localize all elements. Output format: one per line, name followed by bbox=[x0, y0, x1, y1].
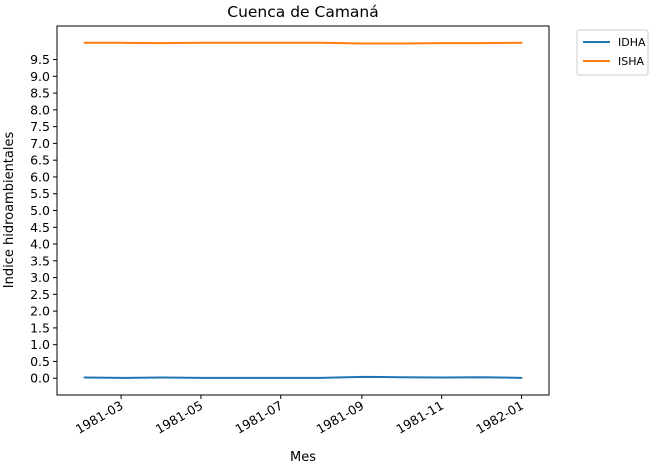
y-tick-label: 5.0 bbox=[30, 203, 50, 218]
tick-layer: 0.0 0.5 1.0 1.52.0 2.5 3.0 3.54.0 4.5 5.0 5.5 6.06… bbox=[30, 52, 526, 437]
plot-frame bbox=[56, 25, 550, 396]
y-tick-label: 9.5 bbox=[30, 52, 50, 67]
x-axis-title: Mes bbox=[290, 450, 316, 465]
chart-title: Cuenca de Camaná bbox=[227, 3, 379, 21]
x-tick-label: 1981-05 bbox=[153, 398, 206, 437]
y-tick-label: 6.0 bbox=[30, 169, 50, 184]
y-axis-title: Indice hidroambientales bbox=[2, 132, 17, 289]
y-tick-label: 5.5 bbox=[30, 186, 50, 201]
y-tick-label: 8.5 bbox=[30, 86, 50, 101]
x-tick-label: 1982-01 bbox=[473, 398, 526, 437]
y-tick-label: 2.0 bbox=[30, 304, 50, 319]
legend-label-idha: IDHA bbox=[618, 36, 646, 49]
y-tick-label: 3.0 bbox=[30, 270, 50, 285]
series-line-idha bbox=[83, 375, 523, 379]
y-tick-label: 0.5 bbox=[30, 354, 50, 369]
legend: IDHA ISHA bbox=[576, 29, 649, 76]
y-tick-label: 8.0 bbox=[30, 102, 50, 117]
y-tick-label: 2.5 bbox=[30, 287, 50, 302]
series-line-isha bbox=[83, 41, 523, 45]
y-tick-label: 6.5 bbox=[30, 153, 50, 168]
y-tick-label: 7.0 bbox=[30, 136, 50, 151]
y-tick-label: 7.5 bbox=[30, 119, 50, 134]
y-tick-label: 1.0 bbox=[30, 337, 50, 352]
y-tick-label: 3.5 bbox=[30, 253, 50, 268]
series-layer bbox=[83, 41, 523, 379]
y-tick-label: 0.0 bbox=[30, 371, 50, 386]
y-tick-label: 9.0 bbox=[30, 69, 50, 84]
y-tick-label: 4.5 bbox=[30, 220, 50, 235]
x-tick-label: 1981-03 bbox=[73, 398, 126, 437]
y-tick-label: 4.0 bbox=[30, 237, 50, 252]
y-tick-label: 1.5 bbox=[30, 320, 50, 335]
x-tick-label: 1981-07 bbox=[233, 398, 286, 437]
x-tick-label: 1981-09 bbox=[314, 398, 367, 437]
x-tick-label: 1981-11 bbox=[393, 398, 446, 437]
legend-label-isha: ISHA bbox=[618, 55, 644, 68]
